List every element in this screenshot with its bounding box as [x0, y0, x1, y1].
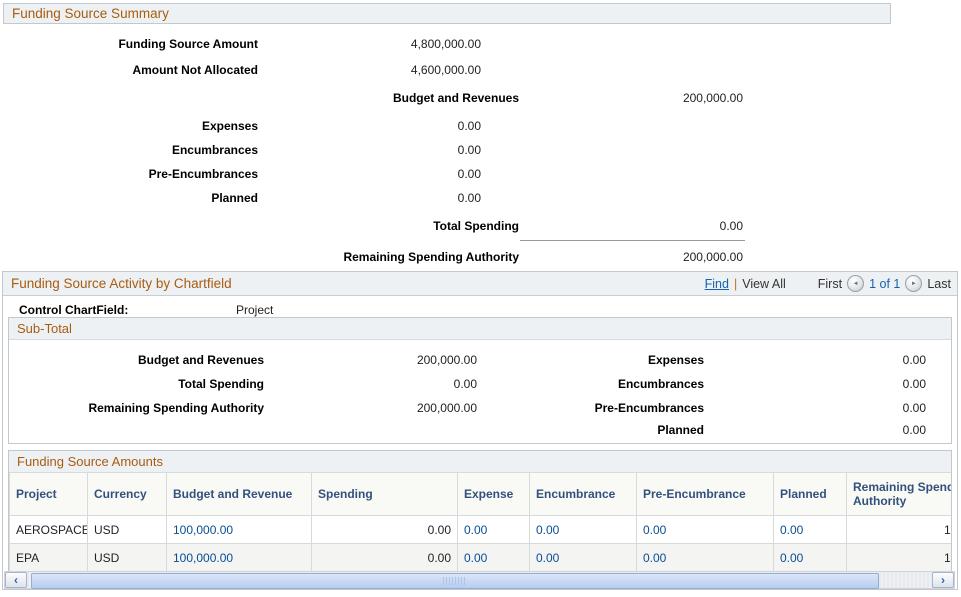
summary-row-label: Remaining Spending Authority [343, 250, 519, 264]
activity-section-title: Funding Source Activity by Chartfield [11, 276, 232, 291]
chevron-left-icon: ◄ [852, 280, 859, 287]
summary-row-value: 0.00 [457, 167, 481, 181]
subtotal-row-label: Planned [657, 423, 704, 437]
summary-row-value: 0.00 [719, 219, 743, 233]
view-all-link[interactable]: View All [742, 276, 786, 291]
summary-row-label: Planned [211, 191, 258, 205]
summary-row-value: 4,600,000.00 [410, 63, 481, 77]
funding-source-amounts-grid: Funding Source Amounts Project Currency … [8, 450, 952, 572]
nav-separator: | [733, 276, 738, 291]
summary-row-label: Funding Source Amount [118, 37, 258, 51]
column-header-remaining-spending-authority: Remaining Spending Authority [846, 472, 951, 516]
subtotal-row-label: Total Spending [178, 377, 264, 391]
subtotal-row-value: 0.00 [453, 377, 477, 391]
summary-row-label: Amount Not Allocated [132, 63, 258, 77]
control-chartfield-value: Project [236, 303, 274, 317]
subtotal-row-value: 0.00 [902, 353, 926, 367]
last-link[interactable]: Last [927, 276, 951, 291]
grid-header-bar: Funding Source Amounts [9, 451, 951, 473]
find-link[interactable]: Find [704, 276, 729, 291]
chevron-right-icon: ► [910, 280, 917, 287]
subtotal-row-label: Pre-Encumbrances [594, 401, 704, 415]
control-chartfield-label: Control ChartField: [19, 303, 129, 317]
subtotal-box: Sub-Total Budget and Revenues 200,000.00… [8, 317, 952, 444]
column-header-budget-and-revenue: Budget and Revenue [166, 472, 312, 516]
column-header-expense: Expense [457, 472, 530, 516]
column-header-planned: Planned [773, 472, 847, 516]
record-navigation: Find | View All First ◄ 1 of 1 ► Last [705, 272, 951, 295]
summary-section-title: Funding Source Summary [12, 6, 169, 21]
cell-remaining-spending-authority: 100,000.00 [846, 515, 951, 544]
cell-project: AEROSPACE [9, 515, 88, 544]
expense-link[interactable]: 0.00 [464, 550, 488, 565]
subtotal-row-label: Expenses [647, 353, 704, 367]
cell-spending: 0.00 [311, 543, 458, 571]
scrollbar-thumb[interactable] [31, 573, 879, 589]
cell-spending: 0.00 [311, 515, 458, 544]
summary-row-label: Pre-Encumbrances [148, 167, 258, 181]
summary-row-value: 200,000.00 [682, 250, 743, 264]
subtotal-row-label: Remaining Spending Authority [88, 401, 264, 415]
activity-section: Funding Source Activity by Chartfield Fi… [2, 271, 958, 590]
first-link[interactable]: First [817, 276, 843, 291]
subtotal-header: Sub-Total [9, 318, 951, 340]
summary-row-value: 4,800,000.00 [410, 37, 481, 51]
horizontal-scrollbar[interactable]: ‹ › [4, 571, 955, 589]
table-row: EPA USD 100,000.00 0.00 0.00 0.00 0.00 0… [9, 543, 951, 571]
pre-encumbrance-link[interactable]: 0.00 [643, 522, 667, 537]
planned-link[interactable]: 0.00 [780, 522, 804, 537]
cell-project: EPA [9, 543, 88, 571]
summary-row-label: Budget and Revenues [392, 91, 519, 105]
planned-link[interactable]: 0.00 [780, 550, 804, 565]
grid-title: Funding Source Amounts [17, 454, 163, 469]
next-row-button[interactable]: ► [905, 275, 923, 292]
summary-row-value: 0.00 [457, 143, 481, 157]
column-header-encumbrance: Encumbrance [529, 472, 637, 516]
total-spending-rule [520, 240, 745, 241]
cell-remaining-spending-authority: 100,000.00 [846, 543, 951, 571]
summary-row-value: 0.00 [457, 191, 481, 205]
pre-encumbrance-link[interactable]: 0.00 [643, 550, 667, 565]
budget-and-revenue-link[interactable]: 100,000.00 [173, 522, 234, 537]
scroll-right-button[interactable]: › [932, 572, 954, 588]
subtotal-row-label: Budget and Revenues [137, 353, 264, 367]
cell-currency: USD [87, 543, 167, 571]
previous-row-button[interactable]: ◄ [847, 275, 865, 292]
column-header-spending: Spending [311, 472, 458, 516]
encumbrance-link[interactable]: 0.00 [536, 522, 560, 537]
column-header-project: Project [9, 472, 88, 516]
budget-and-revenue-link[interactable]: 100,000.00 [173, 550, 234, 565]
grid-viewport: Project Currency Budget and Revenue Spen… [9, 472, 951, 571]
summary-row-value: 0.00 [457, 119, 481, 133]
summary-row-value: 200,000.00 [682, 91, 743, 105]
summary-row-label: Encumbrances [171, 143, 258, 157]
subtotal-row-value: 0.00 [902, 401, 926, 415]
encumbrance-link[interactable]: 0.00 [536, 550, 560, 565]
column-header-pre-encumbrance: Pre-Encumbrance [636, 472, 774, 516]
subtotal-row-value: 200,000.00 [416, 353, 477, 367]
table-row: AEROSPACE USD 100,000.00 0.00 0.00 0.00 … [9, 515, 951, 544]
subtotal-row-value: 0.00 [902, 377, 926, 391]
subtotal-row-label: Encumbrances [617, 377, 704, 391]
subtotal-row-value: 200,000.00 [416, 401, 477, 415]
subtotal-title: Sub-Total [17, 321, 72, 336]
scroll-right-icon: › [941, 573, 945, 587]
subtotal-row-value: 0.00 [902, 423, 926, 437]
cell-currency: USD [87, 515, 167, 544]
scroll-left-icon: ‹ [14, 573, 18, 587]
summary-section-header: Funding Source Summary [3, 3, 891, 24]
summary-row-label: Total Spending [433, 219, 519, 233]
activity-section-header: Funding Source Activity by Chartfield Fi… [3, 272, 957, 296]
column-header-currency: Currency [87, 472, 167, 516]
summary-row-label: Expenses [201, 119, 258, 133]
expense-link[interactable]: 0.00 [464, 522, 488, 537]
row-counter: 1 of 1 [869, 276, 901, 291]
grid-header-row: Project Currency Budget and Revenue Spen… [9, 472, 951, 516]
grid-table: Project Currency Budget and Revenue Spen… [9, 472, 951, 571]
scroll-left-button[interactable]: ‹ [5, 572, 27, 588]
